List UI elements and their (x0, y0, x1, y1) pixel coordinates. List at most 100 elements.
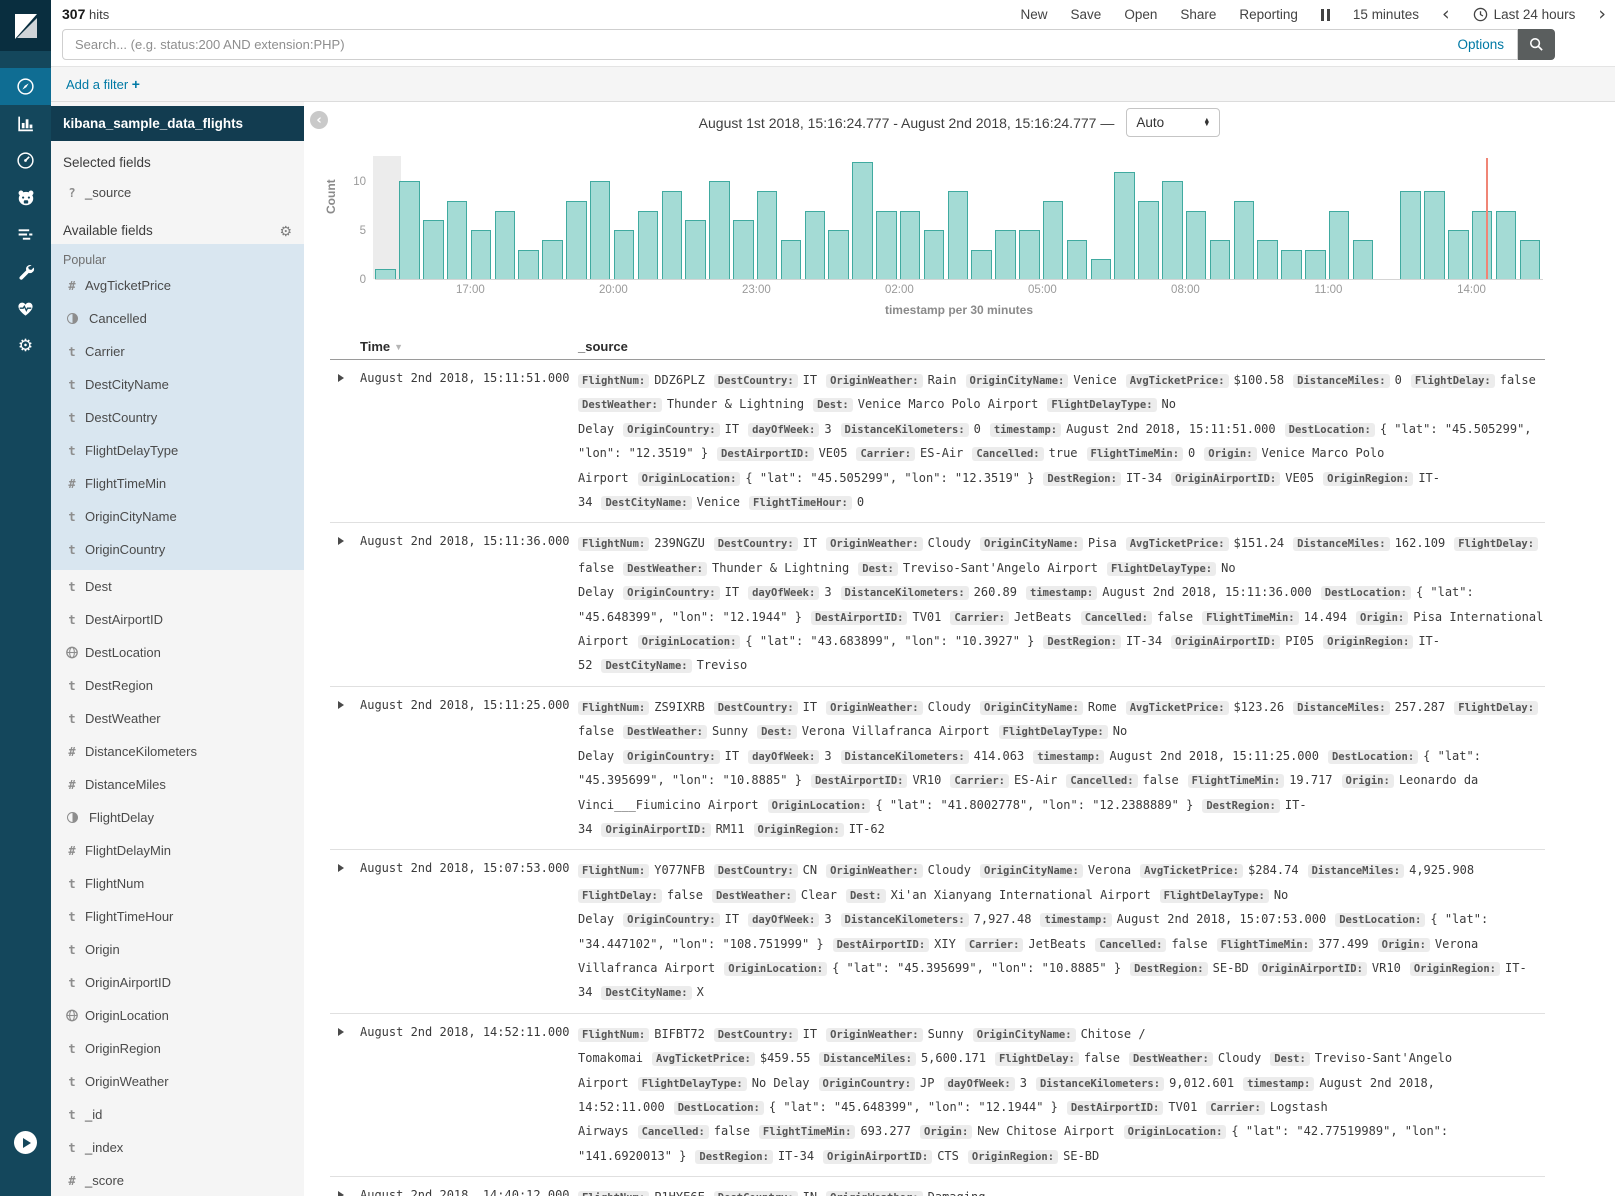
search-input[interactable] (63, 37, 1458, 52)
expand-caret-icon[interactable] (338, 1027, 344, 1036)
histogram-bar (399, 181, 420, 279)
time-next-chevron-icon[interactable]: › (1598, 3, 1606, 25)
expand-caret-icon[interactable] (338, 537, 344, 546)
field-value: August 2nd 2018, 15:11:36.000 (1102, 585, 1312, 600)
search-button[interactable] (1518, 29, 1555, 60)
nav-share-button[interactable]: Share (1180, 7, 1217, 22)
field-item-DestLocation[interactable]: DestLocation (51, 636, 304, 669)
kibana-logo-icon (14, 13, 37, 39)
field-item-DestAirportID[interactable]: t DestAirportID (51, 603, 304, 636)
field-key-badge: DestLocation: (1335, 913, 1426, 928)
string-field-icon: t (68, 711, 76, 726)
field-item-FlightDelayType[interactable]: t FlightDelayType (51, 434, 304, 467)
histogram-plot[interactable] (373, 156, 1543, 280)
field-item-FlightTimeMin[interactable]: # FlightTimeMin (51, 467, 304, 500)
field-item-Origin[interactable]: t Origin (51, 933, 304, 966)
field-item-AvgTicketPrice[interactable]: # AvgTicketPrice (51, 269, 304, 302)
histogram-bar (423, 220, 444, 279)
boolean-field-icon (67, 812, 78, 823)
field-item-OriginRegion[interactable]: t OriginRegion (51, 1032, 304, 1065)
time-prev-chevron-icon[interactable]: ‹ (1441, 3, 1450, 25)
field-key-badge: DestCountry: (713, 537, 798, 552)
geo-field-icon (66, 646, 78, 659)
field-value: August 2nd 2018, 15:07:53.000 (1116, 912, 1327, 927)
field-key-badge: DestCountry: (713, 1191, 798, 1196)
pause-refresh-icon[interactable] (1320, 8, 1330, 21)
field-value: 14.494 (1303, 609, 1347, 624)
field-item-FlightNum[interactable]: t FlightNum (51, 867, 304, 900)
collapse-sidebar-chevron-icon[interactable]: ‹ (310, 111, 328, 129)
doc-time: August 2nd 2018, 15:11:25.000 (360, 697, 570, 712)
add-filter-button[interactable]: Add a filter + (66, 76, 140, 92)
expand-caret-icon[interactable] (338, 864, 344, 873)
rail-item-discover[interactable] (0, 68, 51, 105)
field-item-FlightDelayMin[interactable]: # FlightDelayMin (51, 834, 304, 867)
rail-item-dashboard[interactable] (0, 142, 51, 179)
field-item-DestCityName[interactable]: t DestCityName (51, 368, 304, 401)
rail-item-dev-tools[interactable] (0, 253, 51, 290)
table-row: August 2nd 2018, 15:11:25.000 FlightNum: Z… (330, 687, 1545, 851)
field-key-badge: DestCountry: (713, 700, 798, 715)
doc-source: FlightNum: 239NGZU DestCountry: IT OriginWea… (578, 532, 1545, 678)
doc-time: August 2nd 2018, 14:40:12.000 (360, 1188, 570, 1196)
field-value: August 2nd 2018, 15:11:25.000 (1109, 748, 1319, 763)
field-value: { "lat": "45.648399", "lon": "12.1944" } (768, 1099, 1058, 1114)
field-item-OriginCityName[interactable]: t OriginCityName (51, 500, 304, 533)
field-key-badge: timestamp: (989, 422, 1062, 437)
field-item-DestWeather[interactable]: t DestWeather (51, 702, 304, 735)
field-item-OriginLocation[interactable]: OriginLocation (51, 999, 304, 1032)
field-value: Rome (1087, 699, 1117, 714)
field-key-badge: OriginAirportID: (823, 1149, 933, 1164)
field-value: { "lat": "42.77519989", "lon": "141.6920… (578, 1124, 1449, 1163)
options-link[interactable]: Options (1457, 37, 1504, 52)
field-key-badge: AvgTicketPrice: (1125, 700, 1229, 715)
rail-item-machine-learning[interactable] (0, 179, 51, 216)
field-settings-gear-icon[interactable]: ⚙ (279, 222, 292, 239)
expand-caret-icon[interactable] (338, 700, 344, 709)
time-range-picker[interactable]: Last 24 hours (1473, 7, 1575, 22)
field-item-DistanceMiles[interactable]: # DistanceMiles (51, 768, 304, 801)
field-item-_id[interactable]: t _id (51, 1098, 304, 1131)
field-value: Venice (696, 495, 740, 510)
field-item-DestCountry[interactable]: t DestCountry (51, 401, 304, 434)
field-key-badge: DistanceKilometers: (840, 913, 969, 928)
field-key-badge: OriginCountry: (623, 749, 720, 764)
field-item-_source[interactable]: ? _source (51, 176, 304, 209)
field-item-_index[interactable]: t _index (51, 1131, 304, 1164)
nav-open-button[interactable]: Open (1124, 7, 1158, 22)
rail-expand-button[interactable] (14, 1131, 37, 1154)
rail-item-visualize[interactable] (0, 105, 51, 142)
expand-caret-icon[interactable] (338, 1191, 344, 1196)
selected-field-list: ? _source (51, 176, 304, 209)
field-key-badge: FlightDelay: (1454, 700, 1539, 715)
kibana-logo[interactable] (0, 0, 51, 51)
time-column-header[interactable]: Time ▼ (360, 339, 404, 354)
field-item-FlightTimeHour[interactable]: t FlightTimeHour (51, 900, 304, 933)
field-value: IT (724, 748, 740, 763)
field-item-OriginCountry[interactable]: t OriginCountry (51, 533, 304, 566)
field-item-Cancelled[interactable]: Cancelled (51, 302, 304, 335)
field-item-DestRegion[interactable]: t DestRegion (51, 669, 304, 702)
expand-caret-icon[interactable] (338, 374, 344, 382)
field-item-FlightDelay[interactable]: FlightDelay (51, 801, 304, 834)
field-item-_score[interactable]: # _score (51, 1164, 304, 1196)
histogram-bar (1400, 191, 1421, 279)
field-key-badge: dayOfWeek: (943, 1076, 1015, 1091)
field-item-Dest[interactable]: t Dest (51, 570, 304, 603)
nav-save-button[interactable]: Save (1070, 7, 1102, 22)
field-key-badge: DestWeather: (623, 725, 707, 740)
rail-item-logging[interactable] (0, 216, 51, 253)
rail-item-management[interactable]: ⚙ (0, 327, 51, 364)
refresh-interval-button[interactable]: 15 minutes (1352, 7, 1419, 22)
field-item-DistanceKilometers[interactable]: # DistanceKilometers (51, 735, 304, 768)
index-pattern-selector[interactable]: kibana_sample_data_flights (51, 106, 304, 141)
field-item-Carrier[interactable]: t Carrier (51, 335, 304, 368)
field-item-OriginAirportID[interactable]: t OriginAirportID (51, 966, 304, 999)
nav-new-button[interactable]: New (1020, 7, 1048, 22)
nav-reporting-button[interactable]: Reporting (1239, 7, 1298, 22)
field-key-badge: OriginLocation: (1123, 1125, 1227, 1140)
interval-select[interactable]: Auto ▲ ▼ (1126, 108, 1221, 137)
rail-item-monitoring[interactable] (0, 290, 51, 327)
field-item-OriginWeather[interactable]: t OriginWeather (51, 1065, 304, 1098)
number-field-icon: # (68, 744, 76, 759)
